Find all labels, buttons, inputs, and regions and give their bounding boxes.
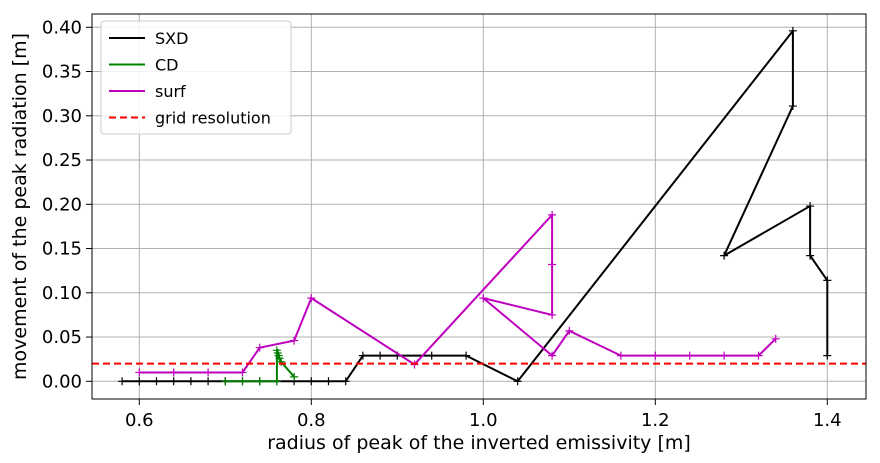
legend-label-surf: surf bbox=[155, 82, 186, 101]
surf-point bbox=[548, 351, 557, 360]
plot-series bbox=[92, 26, 866, 386]
sxd-point bbox=[376, 351, 385, 360]
legend-box bbox=[100, 20, 292, 135]
cd-point bbox=[290, 372, 299, 381]
y-axis-label: movement of the peak radiation [m] bbox=[9, 33, 31, 380]
sxd-point bbox=[513, 377, 522, 386]
sxd-point bbox=[324, 377, 333, 386]
y-tick-label: 0.30 bbox=[42, 106, 82, 127]
y-tick-label: 0.40 bbox=[42, 17, 82, 38]
surf-point bbox=[479, 294, 488, 303]
plot-frame bbox=[91, 13, 867, 400]
cd-point bbox=[255, 377, 264, 386]
surf-point bbox=[548, 310, 557, 319]
x-tick-label: 1.0 bbox=[469, 410, 498, 431]
sxd-point bbox=[186, 377, 195, 386]
sxd-point bbox=[169, 377, 178, 386]
surf-point bbox=[238, 368, 247, 377]
sxd-point bbox=[152, 377, 161, 386]
surf-point bbox=[685, 351, 694, 360]
surf-point bbox=[135, 368, 144, 377]
sxd-point bbox=[427, 351, 436, 360]
sxd-point bbox=[823, 351, 832, 360]
y-tick-label: 0.10 bbox=[42, 283, 82, 304]
surf-point bbox=[565, 326, 574, 335]
surf-point bbox=[204, 368, 213, 377]
y-tick-label: 0.00 bbox=[42, 371, 82, 392]
sxd-point bbox=[462, 351, 471, 360]
cd-point bbox=[221, 377, 230, 386]
cd-point bbox=[238, 377, 247, 386]
grid-lines bbox=[92, 14, 866, 399]
surf-line bbox=[139, 213, 777, 374]
surf-point bbox=[290, 336, 299, 345]
legend-label-cd: CD bbox=[155, 56, 179, 75]
y-tick-label: 0.15 bbox=[42, 239, 82, 260]
surf-point bbox=[720, 351, 729, 360]
sxd-point bbox=[788, 26, 797, 35]
surf-point bbox=[651, 351, 660, 360]
sxd-point bbox=[118, 377, 127, 386]
surf-point bbox=[548, 210, 557, 219]
sxd-point bbox=[204, 377, 213, 386]
surf-point bbox=[754, 351, 763, 360]
legend: SXD CD surf grid resolution bbox=[100, 20, 292, 135]
surf-point bbox=[771, 334, 780, 343]
surf-point bbox=[169, 368, 178, 377]
surf-point bbox=[548, 260, 557, 269]
sxd-point bbox=[341, 377, 350, 386]
sxd-point bbox=[720, 251, 729, 260]
sxd-point bbox=[788, 102, 797, 111]
legend-label-sxd: SXD bbox=[155, 29, 188, 48]
x-tick-label: 0.6 bbox=[125, 410, 154, 431]
sxd-point bbox=[358, 351, 367, 360]
sxd-point bbox=[823, 276, 832, 285]
x-axis-label: radius of peak of the inverted emissivit… bbox=[267, 432, 691, 454]
x-tick-label: 0.8 bbox=[297, 410, 326, 431]
y-tick-label: 0.20 bbox=[42, 194, 82, 215]
y-tick-label: 0.05 bbox=[42, 327, 82, 348]
sxd-point bbox=[307, 377, 316, 386]
sxd-point bbox=[135, 377, 144, 386]
cd-point bbox=[275, 354, 284, 363]
y-tick-label: 0.35 bbox=[42, 62, 82, 83]
surf-point bbox=[616, 351, 625, 360]
y-tick-label: 0.25 bbox=[42, 150, 82, 171]
surf-point bbox=[255, 343, 264, 352]
surf-point bbox=[307, 294, 316, 303]
sxd-point bbox=[806, 251, 815, 260]
axis-ticks: 0.6 0.8 1.0 1.2 1.4 0.00 0.05 0.10 0.15 0.20 0.25 0… bbox=[42, 17, 842, 431]
x-tick-label: 1.2 bbox=[641, 410, 670, 431]
sxd-point bbox=[806, 202, 815, 211]
cd-point bbox=[272, 377, 281, 386]
x-tick-label: 1.4 bbox=[813, 410, 842, 431]
legend-label-grid-resolution: grid resolution bbox=[155, 109, 271, 128]
